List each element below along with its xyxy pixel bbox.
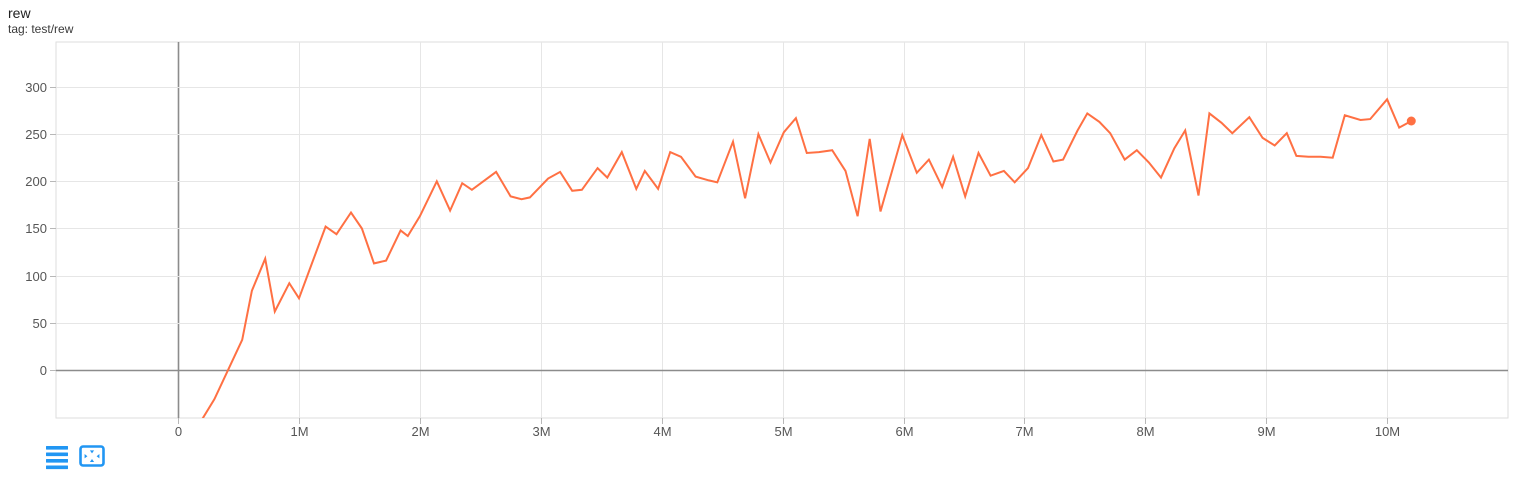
- log-scale-lines-icon: [45, 445, 69, 471]
- x-tick-label: 0: [175, 424, 182, 439]
- card-footer: [0, 438, 1520, 477]
- fit-domain-to-data-icon: [79, 445, 106, 468]
- x-tick-label: 1M: [290, 424, 308, 439]
- x-tick-label: 2M: [411, 424, 429, 439]
- series-line: [201, 97, 1412, 418]
- y-tick-label: 200: [25, 174, 47, 189]
- y-tick-label: 150: [25, 221, 47, 236]
- y-tick-label: 0: [40, 363, 47, 378]
- y-tick-label: 100: [25, 269, 47, 284]
- y-tick-label: 300: [25, 80, 47, 95]
- plot-border: [55, 41, 1509, 419]
- x-tick-label: 5M: [774, 424, 792, 439]
- scalar-chart[interactable]: 0 1M 2M 3M 4M 5M 6M 7M 8M 9M 10M 0 50 100 150 200 250 300: [0, 0, 1520, 445]
- x-tick-label: 9M: [1257, 424, 1275, 439]
- card-title: rew: [8, 5, 31, 21]
- endpoint-dot: [1406, 116, 1416, 126]
- y-tick-label: 50: [33, 316, 47, 331]
- y-tick-label: 250: [25, 127, 47, 142]
- fit-domain-button[interactable]: [79, 445, 106, 468]
- x-tick-label: 4M: [653, 424, 671, 439]
- x-tick-label: 10M: [1375, 424, 1400, 439]
- x-tick-label: 8M: [1136, 424, 1154, 439]
- card-subtitle: tag: test/rew: [8, 22, 74, 36]
- scalar-chart-svg[interactable]: 0 1M 2M 3M 4M 5M 6M 7M 8M 9M 10M 0 50 100 150 200 250 300: [0, 0, 1520, 445]
- x-tick-label: 6M: [895, 424, 913, 439]
- x-tick-label: 3M: [532, 424, 550, 439]
- log-scale-toggle-button[interactable]: [45, 445, 69, 471]
- x-tick-label: 7M: [1015, 424, 1033, 439]
